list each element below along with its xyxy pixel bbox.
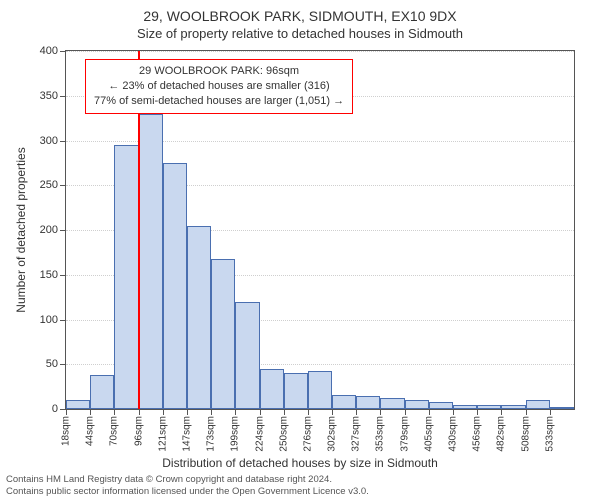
- x-tick-mark: [332, 410, 333, 415]
- x-tick-mark: [235, 410, 236, 415]
- x-tick-label: 482sqm: [496, 416, 507, 452]
- histogram-bar: [453, 405, 477, 409]
- x-tick-label: 353sqm: [375, 416, 386, 452]
- x-tick-mark: [501, 410, 502, 415]
- footer-line-1: Contains HM Land Registry data © Crown c…: [6, 474, 594, 485]
- x-tick-mark: [429, 410, 430, 415]
- x-tick-mark: [187, 410, 188, 415]
- x-tick-label: 456sqm: [472, 416, 483, 452]
- y-tick-label: 150: [0, 269, 58, 281]
- histogram-bar: [163, 163, 187, 409]
- x-tick-mark: [477, 410, 478, 415]
- x-tick-label: 430sqm: [448, 416, 459, 452]
- histogram-bar: [429, 402, 453, 409]
- y-tick-label: 0: [0, 403, 58, 415]
- histogram-bar: [211, 259, 235, 409]
- x-tick-label: 18sqm: [61, 416, 72, 446]
- x-tick-label: 224sqm: [254, 416, 265, 452]
- histogram-bar: [356, 396, 380, 409]
- histogram-bar: [526, 400, 550, 409]
- histogram-bar: [139, 114, 163, 409]
- x-tick-label: 147sqm: [181, 416, 192, 452]
- y-tick-label: 200: [0, 224, 58, 236]
- x-tick-mark: [163, 410, 164, 415]
- histogram-bar: [66, 400, 90, 409]
- y-tick-label: 250: [0, 179, 58, 191]
- x-tick-mark: [90, 410, 91, 415]
- x-tick-label: 379sqm: [399, 416, 410, 452]
- chart-title-main: 29, WOOLBROOK PARK, SIDMOUTH, EX10 9DX: [0, 0, 600, 24]
- x-tick-mark: [550, 410, 551, 415]
- histogram-bar: [235, 302, 259, 409]
- x-tick-mark: [114, 410, 115, 415]
- chart-container: { "chart": { "type": "histogram", "title…: [0, 0, 600, 500]
- x-tick-label: 276sqm: [302, 416, 313, 452]
- y-tick-label: 50: [0, 358, 58, 370]
- x-tick-label: 44sqm: [85, 416, 96, 446]
- histogram-bar: [405, 400, 429, 409]
- x-tick-label: 96sqm: [133, 416, 144, 446]
- y-axis-label: Number of detached properties: [14, 50, 28, 410]
- x-tick-mark: [308, 410, 309, 415]
- y-tick-label: 350: [0, 90, 58, 102]
- y-tick-label: 400: [0, 45, 58, 57]
- annotation-box: 29 WOOLBROOK PARK: 96sqm ← 23% of detach…: [85, 59, 353, 114]
- histogram-bar: [114, 145, 138, 409]
- histogram-bar: [332, 395, 356, 409]
- histogram-bar: [187, 226, 211, 409]
- histogram-bar: [477, 405, 501, 409]
- x-tick-label: 121sqm: [157, 416, 168, 452]
- y-tick-label: 300: [0, 135, 58, 147]
- x-tick-mark: [284, 410, 285, 415]
- annotation-line-1: 29 WOOLBROOK PARK: 96sqm: [94, 64, 344, 79]
- x-tick-mark: [260, 410, 261, 415]
- x-tick-label: 250sqm: [278, 416, 289, 452]
- x-tick-mark: [356, 410, 357, 415]
- annotation-line-3: 77% of semi-detached houses are larger (…: [94, 94, 344, 109]
- footer-line-2: Contains public sector information licen…: [6, 486, 594, 497]
- x-tick-mark: [453, 410, 454, 415]
- chart-title-sub: Size of property relative to detached ho…: [0, 24, 600, 41]
- x-tick-label: 508sqm: [520, 416, 531, 452]
- x-tick-label: 199sqm: [230, 416, 241, 452]
- histogram-bar: [501, 405, 525, 409]
- x-tick-label: 327sqm: [351, 416, 362, 452]
- x-tick-mark: [139, 410, 140, 415]
- histogram-bar: [308, 371, 332, 409]
- x-tick-label: 405sqm: [423, 416, 434, 452]
- x-tick-mark: [526, 410, 527, 415]
- x-tick-label: 173sqm: [206, 416, 217, 452]
- histogram-bar: [380, 398, 404, 409]
- x-axis-label: Distribution of detached houses by size …: [0, 456, 600, 470]
- x-tick-mark: [380, 410, 381, 415]
- x-tick-label: 70sqm: [109, 416, 120, 446]
- x-tick-label: 533sqm: [544, 416, 555, 452]
- y-tick-label: 100: [0, 314, 58, 326]
- grid-line: [66, 51, 574, 52]
- x-tick-label: 302sqm: [327, 416, 338, 452]
- footer-attribution: Contains HM Land Registry data © Crown c…: [0, 472, 600, 500]
- histogram-bar: [284, 373, 308, 409]
- annotation-line-2: ← 23% of detached houses are smaller (31…: [94, 79, 344, 94]
- histogram-bar: [90, 375, 114, 409]
- histogram-bar: [260, 369, 284, 409]
- x-tick-mark: [405, 410, 406, 415]
- x-tick-mark: [211, 410, 212, 415]
- x-tick-mark: [66, 410, 67, 415]
- histogram-bar: [550, 407, 574, 409]
